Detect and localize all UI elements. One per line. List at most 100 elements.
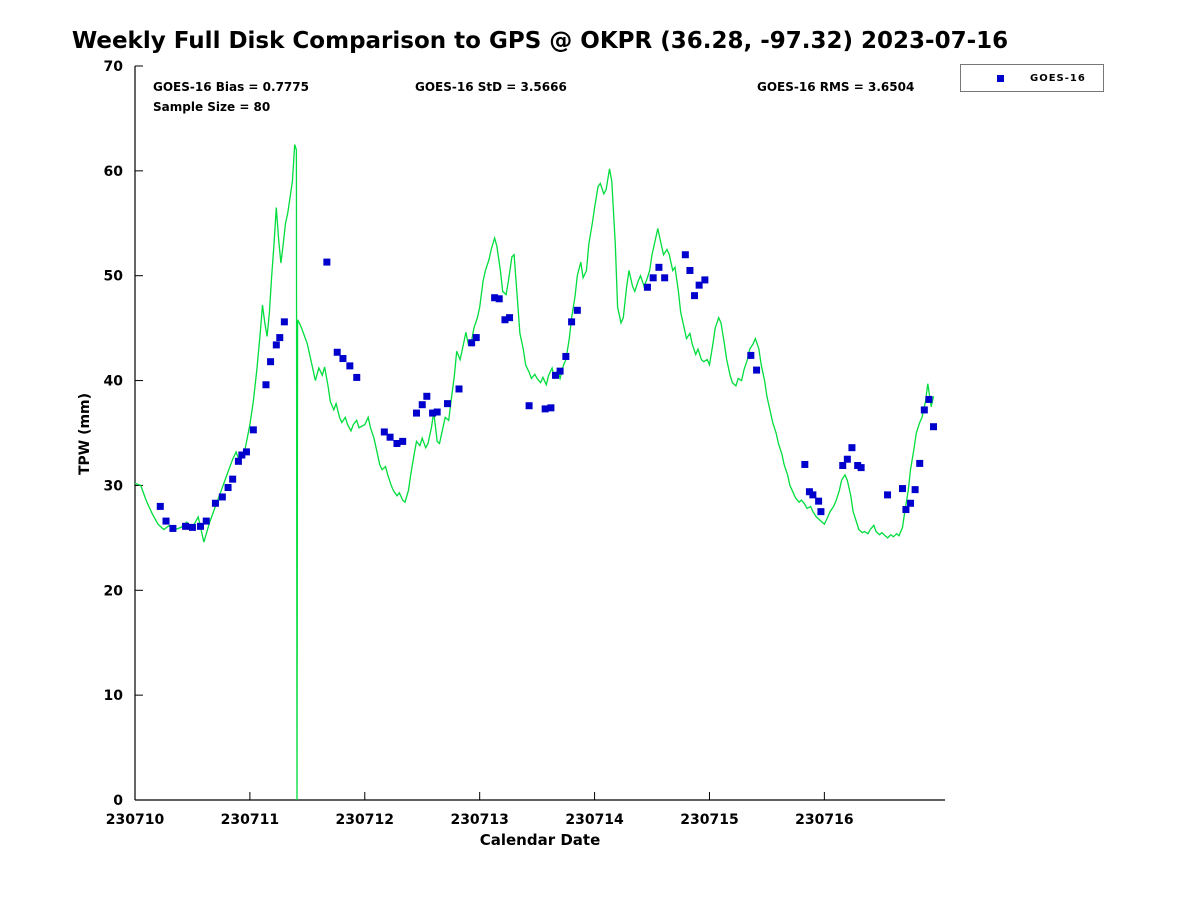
goes16-point: [202, 517, 210, 525]
goes16-point: [809, 491, 817, 499]
goes16-point: [267, 358, 275, 366]
goes16-point: [276, 334, 284, 342]
y-tick-label: 70: [104, 59, 124, 75]
goes16-point: [839, 462, 847, 470]
x-tick-label: 230710: [106, 812, 165, 828]
goes16-point: [238, 451, 246, 459]
goes16-point: [801, 460, 809, 468]
goes16-point: [429, 409, 437, 417]
goes16-point: [444, 400, 452, 408]
goes16-point: [224, 484, 232, 492]
axes-group: 0 10 20 30 40 50 60 70 230710 230711 230712 230713 2…: [104, 59, 945, 828]
goes16-point: [643, 283, 651, 291]
goes16-point: [506, 314, 514, 322]
goes16-point: [925, 395, 933, 403]
goes16-point: [280, 318, 288, 326]
annotation-rms: GOES-16 RMS = 3.6504: [757, 80, 915, 94]
goes16-point: [393, 439, 401, 447]
goes16-point: [552, 371, 560, 379]
x-tick-label: 230715: [680, 812, 738, 828]
goes16-point: [196, 522, 204, 530]
goes16-point: [661, 274, 669, 282]
goes16-point: [701, 276, 709, 284]
goes16-point: [472, 334, 480, 342]
y-tick-label: 10: [104, 688, 124, 704]
goes16-point: [857, 464, 865, 472]
y-tick-label: 30: [104, 478, 124, 494]
goes16-point: [920, 406, 928, 414]
goes16-point: [418, 401, 426, 409]
goes16-point: [242, 448, 250, 456]
goes16-point: [234, 457, 242, 465]
y-tick-label: 40: [104, 374, 124, 390]
x-tick-label: 230711: [221, 812, 279, 828]
x-tick-label: 230714: [565, 812, 624, 828]
goes16-point: [541, 405, 549, 413]
goes16-point: [695, 281, 703, 289]
goes16-point: [491, 294, 499, 302]
goes16-point: [346, 362, 354, 370]
goes16-point: [562, 352, 570, 360]
y-tick-label: 50: [104, 269, 124, 285]
goes16-points-group: [156, 251, 938, 532]
goes16-point: [339, 355, 347, 363]
y-tick-label: 0: [113, 793, 123, 809]
x-tick-label: 230716: [795, 812, 853, 828]
goes16-point: [907, 499, 915, 507]
page-title: Weekly Full Disk Comparison to GPS @ OKP…: [71, 28, 1009, 54]
goes16-point: [249, 426, 257, 434]
gps-line: [134, 144, 935, 801]
goes16-point: [162, 517, 170, 525]
goes16-point: [323, 258, 331, 266]
y-tick-label: 60: [104, 164, 124, 180]
goes16-point: [501, 316, 509, 324]
goes16-point: [916, 459, 924, 467]
goes16-point: [169, 524, 177, 532]
goes16-point: [188, 523, 196, 531]
goes16-point: [573, 306, 581, 314]
goes16-point: [412, 409, 420, 417]
goes16-point: [468, 339, 476, 347]
goes16-point: [262, 381, 270, 389]
goes16-point: [455, 385, 463, 393]
legend: GOES-16: [960, 64, 1104, 92]
goes16-point: [655, 263, 663, 271]
goes16-point: [817, 508, 825, 516]
goes16-point: [433, 408, 441, 416]
goes16-point: [930, 423, 938, 431]
goes16-point: [525, 402, 533, 410]
annotation-std: GOES-16 StD = 3.5666: [415, 80, 567, 94]
goes16-point: [556, 367, 564, 375]
goes16-point: [898, 485, 906, 493]
legend-label-goes16: GOES-16: [1030, 72, 1086, 84]
goes16-point: [380, 428, 388, 436]
goes16-point: [218, 493, 226, 501]
goes16-point: [884, 491, 892, 499]
goes16-point: [902, 506, 910, 514]
gps-line-group: [134, 144, 935, 801]
goes16-point: [911, 486, 919, 494]
goes16-point: [747, 351, 755, 359]
goes16-point: [681, 251, 689, 259]
goes16-point: [386, 433, 394, 441]
goes16-point: [843, 455, 851, 463]
goes16-point: [423, 392, 431, 400]
legend-marker-goes16-icon: [997, 74, 1004, 82]
goes16-point: [547, 404, 555, 412]
goes16-point: [753, 366, 761, 374]
goes16-point: [211, 499, 219, 507]
goes16-point: [686, 266, 694, 274]
goes16-point: [353, 373, 361, 381]
goes16-point: [272, 341, 280, 349]
goes16-point: [229, 475, 237, 483]
goes16-point: [495, 295, 503, 303]
goes16-point: [399, 437, 407, 445]
goes16-point: [156, 502, 164, 510]
annotation-sample-size: Sample Size = 80: [153, 100, 271, 114]
x-tick-label: 230712: [336, 812, 394, 828]
goes16-point: [649, 274, 657, 282]
goes16-point: [333, 348, 341, 356]
annotation-bias: GOES-16 Bias = 0.7775: [153, 80, 309, 94]
